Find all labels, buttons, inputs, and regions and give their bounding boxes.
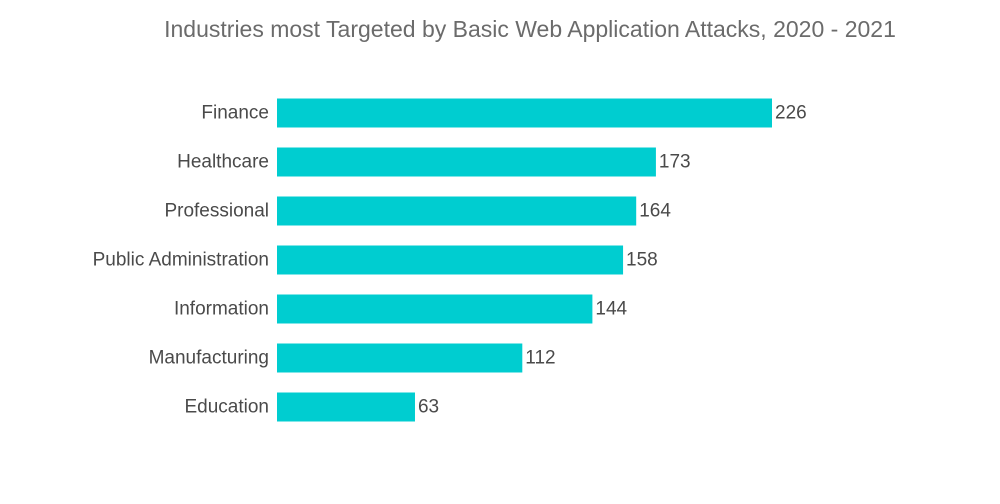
data-label: 112 bbox=[525, 348, 555, 369]
category-label: Education bbox=[184, 397, 269, 418]
bar bbox=[277, 245, 624, 275]
category-label: Information bbox=[174, 299, 269, 320]
data-label: 63 bbox=[418, 397, 439, 418]
data-label: 164 bbox=[639, 201, 671, 222]
category-label: Manufacturing bbox=[149, 348, 269, 369]
data-label: 226 bbox=[775, 103, 807, 124]
category-label: Public Administration bbox=[93, 250, 269, 271]
data-label: 158 bbox=[626, 250, 658, 271]
data-label: 173 bbox=[659, 152, 691, 173]
data-label: 144 bbox=[595, 299, 627, 320]
bar bbox=[277, 392, 415, 422]
bar bbox=[277, 294, 593, 324]
category-label: Healthcare bbox=[177, 152, 269, 173]
bar bbox=[277, 343, 523, 373]
bars-layer: Finance 226 Healthcare 173 Professional 164 Pu… bbox=[93, 98, 807, 422]
category-label: Finance bbox=[201, 103, 269, 124]
chart-title: Industries most Targeted by Basic Web Ap… bbox=[164, 16, 896, 42]
bar bbox=[277, 98, 772, 128]
bar bbox=[277, 147, 656, 177]
bar bbox=[277, 196, 637, 226]
category-label: Professional bbox=[164, 201, 269, 222]
